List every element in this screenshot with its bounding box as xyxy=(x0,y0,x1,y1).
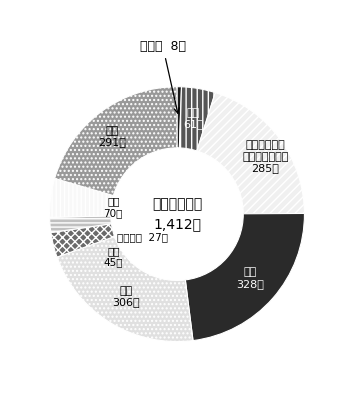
Text: 雇用障害者数
1,412人: 雇用障害者数 1,412人 xyxy=(152,197,202,232)
Text: 体幹
45人: 体幹 45人 xyxy=(103,246,123,268)
Wedge shape xyxy=(179,87,215,151)
Text: 上肢
328人: 上肢 328人 xyxy=(236,267,264,289)
Wedge shape xyxy=(50,178,113,217)
Text: 視覚
61人: 視覚 61人 xyxy=(183,108,204,130)
Text: 知的
291人: 知的 291人 xyxy=(98,126,126,148)
Text: 脳性まひ  27人: 脳性まひ 27人 xyxy=(117,232,168,242)
Wedge shape xyxy=(177,87,182,148)
Wedge shape xyxy=(51,224,115,257)
Wedge shape xyxy=(197,93,304,214)
Text: その他  8人: その他 8人 xyxy=(140,40,186,113)
Text: 聴覚・平衡・
音声言語・咀嚼
285人: 聴覚・平衡・ 音声言語・咀嚼 285人 xyxy=(242,140,289,173)
Wedge shape xyxy=(55,87,177,196)
Wedge shape xyxy=(57,236,193,342)
Wedge shape xyxy=(185,214,304,340)
Wedge shape xyxy=(50,216,112,232)
Text: 下肢
306人: 下肢 306人 xyxy=(113,286,140,308)
Text: 内部
70人: 内部 70人 xyxy=(104,196,123,218)
